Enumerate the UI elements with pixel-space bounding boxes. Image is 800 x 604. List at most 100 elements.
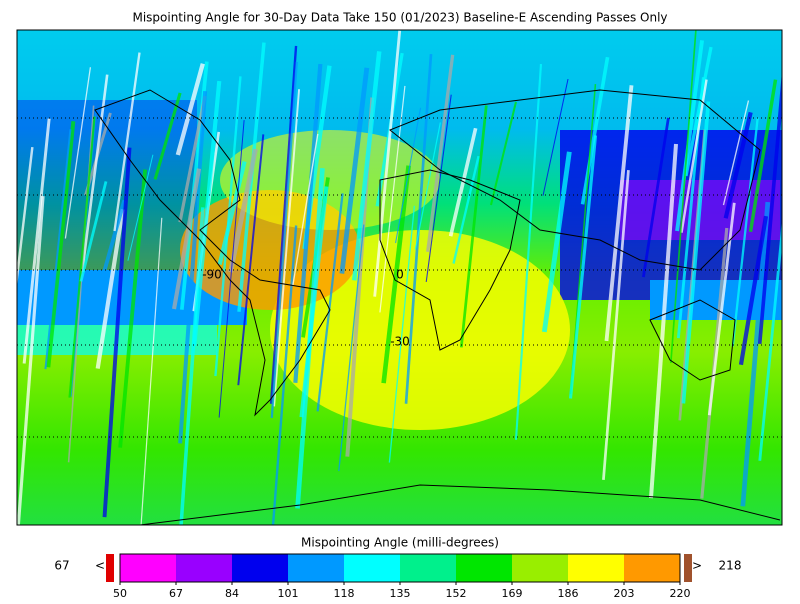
tick-label: 135 (390, 587, 411, 600)
swath-stripe (758, 218, 782, 461)
swath-stripe (514, 64, 543, 440)
swath-stripe (46, 121, 76, 368)
color-swatch (512, 554, 568, 582)
swath-stripe (339, 67, 370, 274)
swath-stripe (68, 116, 96, 398)
map-label: -30 (390, 335, 410, 349)
swath-stripe (738, 215, 769, 366)
color-swatch (568, 554, 624, 582)
swath-stripe (44, 129, 72, 370)
swath-stripe (723, 111, 753, 219)
swath-stripe (381, 165, 411, 384)
map (17, 30, 782, 525)
swath-stripe (64, 67, 92, 239)
swath-stripe (394, 107, 422, 244)
swath-stripe (379, 85, 406, 313)
swath-stripe (722, 100, 750, 206)
swath-stripe (404, 53, 433, 404)
swath-stripe (178, 95, 207, 223)
swath-stripe (448, 127, 478, 237)
swath-stripe (568, 135, 598, 399)
swath-stripe (295, 168, 325, 509)
color-swatch (344, 554, 400, 582)
swath-stripe (740, 201, 771, 507)
color-swatch (232, 554, 288, 582)
tick-label: 50 (113, 587, 127, 600)
swath-stripe (316, 193, 344, 412)
tick-label: 118 (334, 587, 355, 600)
swath-stripe (452, 155, 480, 264)
color-swatch (288, 554, 344, 582)
over-arrow: > (692, 559, 702, 573)
swath-stripe (373, 30, 402, 297)
swath-stripe (172, 168, 202, 310)
swath-stripe (388, 205, 416, 463)
swath-stripe (113, 52, 141, 232)
swath-stripe (270, 61, 298, 419)
swath-stripe (271, 225, 298, 525)
title: Mispointing Angle for 30-Day Data Take 1… (132, 11, 667, 25)
swath-stripe (748, 79, 778, 233)
swath-stripe (127, 154, 154, 261)
stripes (17, 30, 782, 525)
over-swatch (684, 554, 692, 582)
map-label: 0 (396, 268, 404, 282)
tick-label: 101 (278, 587, 299, 600)
swath-stripe (217, 161, 247, 265)
swath-stripe (542, 78, 569, 196)
swath-stripe (602, 170, 630, 481)
swath-stripe (604, 85, 634, 342)
color-swatch (400, 554, 456, 582)
swath-stripe (648, 143, 678, 499)
color-swatch (456, 554, 512, 582)
swath-stripe (293, 63, 323, 383)
swath-stripe (79, 181, 108, 282)
swath-stripe (175, 63, 205, 156)
tick-label: 67 (169, 587, 183, 600)
swath-stripe (118, 169, 148, 448)
tick-label: 169 (502, 587, 523, 600)
color-swatch (176, 554, 232, 582)
color-swatch (120, 554, 176, 582)
swath-stripe (426, 54, 455, 253)
tick-label: 186 (558, 587, 579, 600)
tick-label: 84 (225, 587, 239, 600)
under-arrow: < (95, 559, 105, 573)
swath-stripe (541, 151, 572, 333)
map-frame (16, 29, 783, 526)
tick-label: 203 (614, 587, 635, 600)
swath-stripe (580, 56, 610, 205)
swath-stripe (338, 224, 365, 472)
swath-stripe (97, 199, 127, 290)
swath-stripe (237, 134, 265, 386)
swath-stripe (273, 89, 301, 407)
swath-stripe (178, 90, 208, 444)
swath-stripe (292, 133, 319, 286)
swath-stripe (269, 45, 298, 404)
swath-stripe (218, 120, 245, 418)
swath-stripe (192, 80, 222, 346)
swath-stripe (95, 208, 125, 369)
swath-stripe (352, 51, 382, 281)
swath-stripe (675, 40, 704, 232)
swath-stripe (228, 148, 258, 273)
swath-stripe (707, 202, 736, 416)
swath-stripe (681, 101, 711, 404)
colorbar-label: Mispointing Angle (milli-degrees) (301, 536, 499, 550)
swath-stripe (425, 94, 452, 283)
swath-stripe (489, 101, 517, 206)
swath-stripe (17, 147, 34, 289)
color-swatch (624, 554, 680, 582)
swath-stripe (684, 46, 713, 177)
map-label: -90 (202, 268, 222, 282)
under-label: 67 (54, 559, 69, 573)
swath-stripe (17, 196, 45, 525)
tick-label: 220 (670, 587, 691, 600)
colorbar: 50 67 84 101 118 135 152 169 186 203 220 (106, 553, 692, 600)
swath-stripe (22, 118, 51, 364)
swath-stripe (680, 79, 708, 233)
swath-stripe (140, 217, 163, 525)
under-swatch (106, 554, 114, 582)
coastlines (94, 89, 781, 525)
